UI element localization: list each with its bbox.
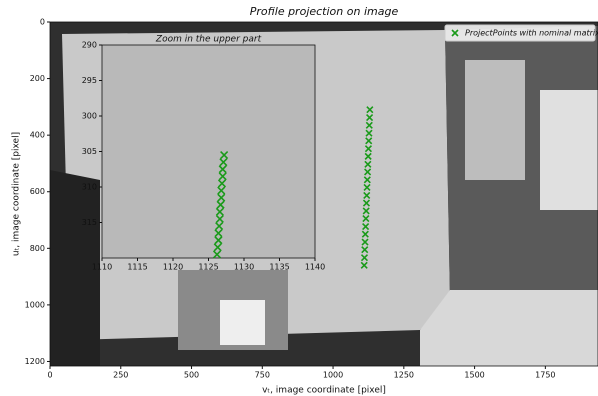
y-tick-label: 600: [30, 187, 45, 196]
y-tick-label: 1000: [25, 300, 45, 309]
y-tick-label: 305: [82, 147, 97, 156]
x-tick-label: 1110: [92, 263, 112, 272]
x-tick-label: 250: [113, 371, 128, 380]
x-tick-label: 500: [184, 371, 199, 380]
x-tick-label: 1125: [198, 263, 218, 272]
photo-floor: [420, 290, 598, 366]
y-tick-label: 0: [40, 18, 45, 27]
photo-cabinet: [540, 90, 598, 210]
x-tick-label: 1115: [127, 263, 147, 272]
y-tick-label: 295: [82, 76, 97, 85]
y-axis-label: uₜ, image coordinate [pixel]: [12, 132, 22, 256]
inset-title: Zoom in the upper part: [155, 35, 262, 45]
y-tick-label: 200: [30, 74, 45, 83]
x-tick-label: 1135: [269, 263, 289, 272]
x-tick-label: 1250: [394, 371, 414, 380]
photo-window: [465, 60, 525, 180]
chart-title: Profile projection on image: [250, 5, 399, 18]
x-tick-label: 750: [255, 371, 270, 380]
x-tick-label: 1000: [323, 371, 343, 380]
x-tick-label: 1750: [535, 371, 555, 380]
y-tick-label: 400: [30, 131, 45, 140]
y-tick-label: 290: [82, 41, 97, 50]
legend-label: ProjectPoints with nominal matrix: [465, 29, 598, 38]
x-tick-label: 1500: [464, 371, 484, 380]
x-tick-label: 1120: [163, 263, 183, 272]
photo-checker: [220, 300, 265, 345]
x-axis-label: vₜ, image coordinate [pixel]: [262, 386, 386, 396]
figure: Profile projection on image 0 250 500 750 100…: [0, 0, 598, 396]
y-tick-label: 300: [82, 112, 97, 121]
y-tick-label: 310: [82, 183, 97, 192]
x-tick-label: 0: [47, 371, 52, 380]
inset-background: [102, 45, 315, 258]
x-tick-label: 1130: [234, 263, 254, 272]
x-tick-label: 1140: [305, 263, 325, 272]
y-tick-label: 315: [82, 218, 97, 227]
y-tick-label: 800: [30, 244, 45, 253]
y-tick-label: 1200: [25, 357, 45, 366]
inset-axes: Zoom in the upper part 1110 1115 1120 1125 11…: [82, 35, 325, 272]
